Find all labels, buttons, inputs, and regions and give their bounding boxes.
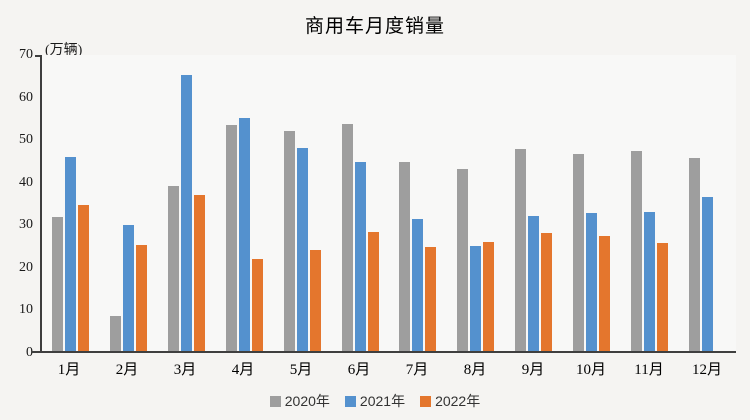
y-axis-unit-label: (万辆): [45, 43, 83, 58]
x-axis-label-4月: 4月: [231, 362, 255, 378]
x-axis-labels: 1月 2月 3月 4月 5月 6月 7月 8月 9月 10月 11月 12月: [40, 358, 736, 379]
bar-2020年-9月: [515, 148, 527, 351]
bar-group-3月: [158, 55, 216, 351]
bar-2022年-8月: [483, 241, 495, 351]
x-axis-label-1月: 1月: [57, 362, 81, 378]
bar-2022年-4月: [251, 258, 263, 351]
bar-2021年-8月: [470, 246, 482, 351]
bar-2021年-3月: [181, 74, 193, 351]
x-axis-label-3月: 3月: [173, 362, 197, 378]
y-axis-tick-70: 70: [19, 47, 33, 62]
bar-2020年-6月: [341, 124, 353, 351]
bar-group-12月: [678, 55, 736, 351]
bar-group-4月: [215, 55, 273, 351]
bar-2020年-11月: [630, 150, 642, 351]
legend-label-2022年: 2022年: [435, 393, 481, 409]
bar-group-10月: [562, 55, 620, 351]
y-axis-tick-40: 40: [19, 174, 33, 190]
bar-2021年-7月: [412, 219, 424, 351]
bar-2021年-9月: [528, 216, 540, 351]
bar-group-8月: [447, 55, 505, 351]
x-axis-label-8月: 8月: [463, 362, 487, 378]
bar-2021年-11月: [643, 211, 655, 351]
y-axis-tick-20: 20: [19, 259, 33, 275]
x-axis-label-10月: 10月: [575, 362, 606, 378]
bar-group-2月: [100, 55, 158, 351]
x-axis-label-12月: 12月: [691, 362, 722, 378]
y-axis-tick-10: 10: [19, 302, 33, 318]
bar-2020年-5月: [283, 131, 295, 351]
bar-2021年-1月: [65, 156, 77, 351]
legend-label-2021年: 2021年: [359, 393, 406, 409]
legend: 2020年 2021年 2022年: [0, 391, 750, 411]
bar-2022年-7月: [425, 247, 437, 351]
bar-group-5月: [273, 55, 331, 351]
bar-2021年-4月: [238, 118, 250, 351]
bar-2022年-2月: [136, 245, 148, 351]
bar-2020年-1月: [52, 216, 64, 351]
bar-2021年-5月: [296, 147, 308, 351]
y-axis-tick-0: 0: [26, 345, 33, 360]
bar-2020年-4月: [225, 125, 237, 351]
bar-2020年-3月: [168, 186, 180, 351]
legend-swatch-2021年: [344, 395, 356, 407]
plot-area: [32, 55, 736, 353]
legend-swatch-2022年: [420, 395, 432, 407]
bar-2020年-7月: [399, 161, 411, 351]
legend-swatch-2020年: [269, 395, 281, 407]
x-axis-label-5月: 5月: [289, 362, 313, 378]
bar-2022年-11月: [656, 243, 668, 351]
x-axis-label-11月: 11月: [634, 362, 664, 378]
bar-2020年-2月: [110, 315, 122, 351]
legend-item-2020年: 2020年: [269, 391, 330, 411]
bar-group-6月: [331, 55, 389, 351]
x-axis-label-7月: 7月: [405, 362, 429, 378]
legend-label-2020年: 2020年: [284, 393, 330, 409]
bar-2022年-3月: [194, 194, 206, 351]
bar-2022年-1月: [78, 205, 90, 351]
bar-2021年-10月: [585, 213, 597, 351]
bar-group-7月: [389, 55, 447, 351]
bar-2022年-9月: [541, 232, 553, 351]
y-axis-tick-30: 30: [19, 217, 33, 233]
bar-2022年-10月: [598, 235, 610, 351]
bar-2021年-6月: [354, 162, 366, 351]
y-axis-tick-60: 60: [19, 89, 33, 105]
x-axis-label-6月: 6月: [347, 362, 371, 378]
bar-2022年-6月: [367, 232, 379, 351]
chart-title: 商用车月度销量: [304, 16, 445, 37]
bar-2021年-12月: [701, 197, 713, 351]
y-axis-tick-50: 50: [19, 132, 33, 148]
bar-2021年-2月: [123, 225, 135, 351]
bar-group-1月: [42, 55, 100, 351]
bar-group-11月: [620, 55, 678, 351]
bar-2020年-8月: [457, 168, 469, 351]
legend-item-2021年: 2021年: [344, 391, 406, 411]
bar-group-9月: [505, 55, 563, 351]
bar-2020年-10月: [572, 154, 584, 351]
legend-item-2022年: 2022年: [420, 391, 480, 411]
bar-2020年-12月: [688, 157, 700, 351]
x-axis-label-9月: 9月: [521, 362, 545, 378]
bar-2022年-5月: [309, 249, 321, 351]
x-axis-label-2月: 2月: [115, 362, 139, 378]
